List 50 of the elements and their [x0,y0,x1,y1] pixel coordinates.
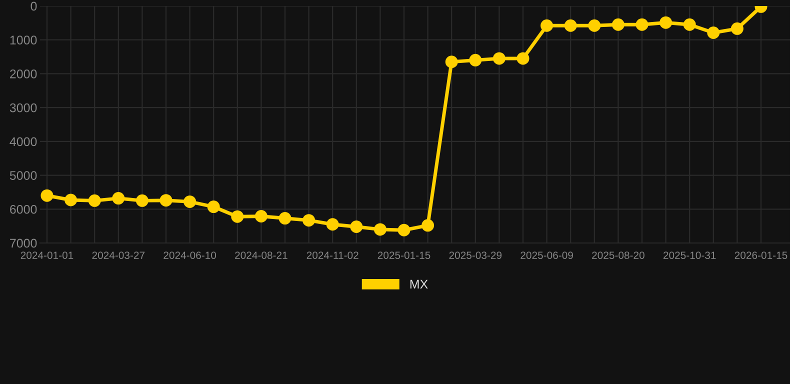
x-tick-label: 2026-01-15 [734,252,788,259]
point [302,214,316,227]
point [683,18,696,31]
point [326,218,339,231]
point [160,194,172,207]
point [207,200,220,214]
legend-label: MX [410,280,428,288]
point [254,210,268,223]
point [730,22,744,35]
x-tick-label: 2024-01-01 [20,252,74,259]
x-tick-label: 2025-06-09 [520,252,573,259]
x-tick-label: 2025-03-29 [449,252,502,259]
point [516,52,530,65]
x-tick-label: 2025-08-20 [592,252,644,259]
point [660,16,672,29]
point [350,220,363,233]
point [136,194,148,207]
point [231,210,244,223]
point [707,26,720,39]
x-tick-label: 2025-01-15 [378,252,430,259]
point [374,223,386,236]
y-tick-label: 0 [30,2,37,11]
point [612,18,624,31]
y-tick-label: 7000 [10,238,37,248]
x-tick-label: 2024-08-21 [235,252,288,259]
x-tick-label: 2025-10-31 [663,252,716,259]
point [492,52,506,65]
point [88,194,101,207]
point [278,212,292,225]
y-tick-label: 1000 [10,36,37,45]
y-tick-label: 4000 [10,137,37,146]
y-tick-label: 3000 [10,103,37,112]
point [184,195,196,208]
point [40,189,54,202]
x-tick-label: 2024-06-10 [164,252,216,259]
point [636,18,648,31]
x-tick-label: 2024-11-02 [306,252,358,259]
point [588,19,601,32]
point [445,56,458,68]
y-tick-label: 6000 [10,204,37,214]
y-tick-label: 5000 [10,171,37,180]
point [398,224,410,236]
y-tick-label: 2000 [10,70,37,78]
point [564,19,577,32]
x-tick-label: 2024-03-27 [92,252,145,259]
point [469,54,482,66]
point [112,192,125,205]
point [64,194,78,206]
point [422,219,434,232]
point [540,19,554,32]
